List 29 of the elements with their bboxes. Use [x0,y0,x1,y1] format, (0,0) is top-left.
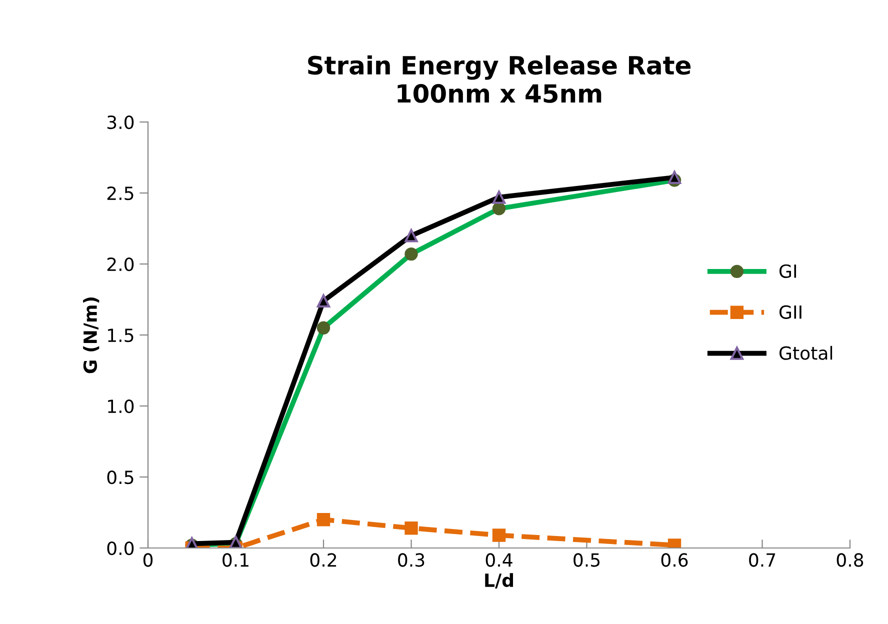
y-tick-label: 0.0 [107,541,134,556]
x-tick-label: 0.8 [836,553,864,567]
y-tick-label: 1.5 [108,328,134,342]
y-axis-title: G (N/m) [83,297,100,374]
y-tick-label: 2.0 [107,257,134,272]
y-tick-label: 2.5 [107,186,134,200]
point [404,229,418,242]
y-tick-label: 0.5 [107,470,134,484]
point [668,170,682,184]
legend-label: Gtotal [779,346,832,360]
point [492,190,506,204]
x-tick-label: 0.3 [398,553,424,567]
legend-label: GII [779,305,802,319]
x-tick-label: 0.2 [310,553,336,567]
y-tick-label: 3.0 [107,115,134,130]
x-tick-label: 0.5 [574,553,600,567]
x-tick-label: 0.1 [222,553,248,567]
y-tick-label: 1.0 [108,399,134,414]
point [316,513,330,526]
x-tick-label: 0.6 [661,553,688,567]
point [404,522,418,535]
chart-title: Strain Energy Release Rate 100nm x 45nm [308,55,691,103]
legend-label: GI [779,264,796,278]
x-tick-label: 0.4 [486,553,512,567]
point [492,528,506,542]
point [316,294,330,308]
x-axis-title: L/d [485,573,513,589]
x-tick-label: 0.7 [749,553,776,567]
x-tick-label: 0 [143,553,153,567]
